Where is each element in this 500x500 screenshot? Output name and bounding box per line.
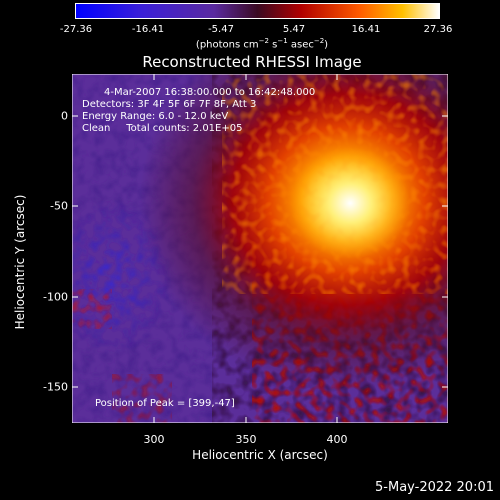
colorbar-tick: 27.36 <box>423 24 453 35</box>
plot-timestamp: 5-May-2022 20:01 <box>375 480 494 495</box>
y-tick-label: -100 <box>43 290 68 304</box>
y-axis-label: Heliocentric Y (arcsec) <box>13 194 27 330</box>
colorbar-gradient <box>75 3 440 19</box>
colorbar-units: (photons cm−2 s−1 asec−2) <box>195 37 329 51</box>
energy-range-annotation: Energy Range: 6.0 - 12.0 keV <box>82 111 229 122</box>
y-tick-label: 0 <box>61 109 68 123</box>
plot-title: Reconstructed RHESSI Image <box>142 53 362 71</box>
colorbar-tick: -27.36 <box>59 24 93 35</box>
colorbar-tick: 16.41 <box>351 24 381 35</box>
y-tick-label: -150 <box>43 380 68 394</box>
rhessi-image <box>72 74 448 423</box>
x-tick-label: 300 <box>143 433 165 446</box>
y-tick-label: -50 <box>50 199 68 213</box>
colorbar-tick: -5.47 <box>208 24 234 35</box>
x-tick-label: 350 <box>235 433 257 446</box>
colorbar-tick: -16.41 <box>131 24 165 35</box>
x-tick-label: 400 <box>326 433 348 446</box>
time-range-annotation: 4-Mar-2007 16:38:00.000 to 16:42:48.000 <box>104 87 316 98</box>
detectors-annotation: Detectors: 3F 4F 5F 6F 7F 8F, Att 3 <box>82 99 257 110</box>
clean-counts-annotation: Clean Total counts: 2.01E+05 <box>82 123 243 134</box>
colorbar-tick: 5.47 <box>282 24 306 35</box>
x-axis-label: Heliocentric X (arcsec) <box>192 448 328 462</box>
peak-position-annotation: Position of Peak = [399,-47] <box>95 398 235 409</box>
